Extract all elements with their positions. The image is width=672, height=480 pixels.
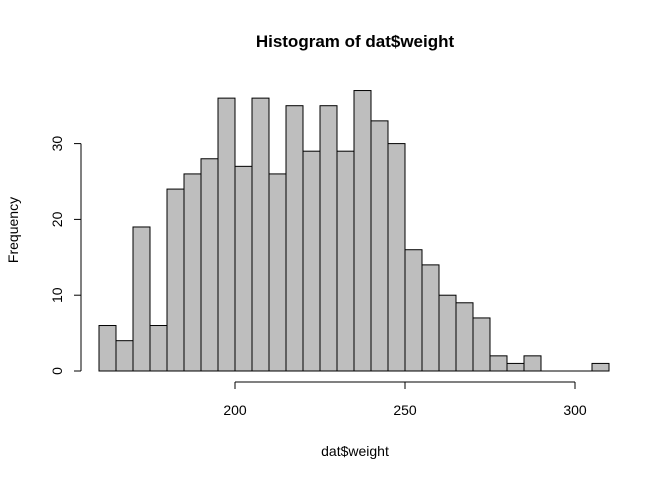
histogram-bar [234,165,253,372]
histogram-bar [98,325,117,372]
histogram-bar [336,150,355,372]
histogram-bar [455,302,474,372]
histogram-bar [166,188,185,372]
y-tick-label: 10 [49,287,65,303]
histogram-bar [319,105,338,372]
histogram-bar [370,120,389,372]
histogram-bar [302,150,321,372]
y-tick-label: 30 [49,136,65,152]
histogram-bar [591,362,610,372]
y-tick-label: 20 [49,211,65,227]
histogram-bar [183,173,202,372]
histogram-bars [98,90,610,372]
histogram-bar [217,97,236,372]
histogram-bar [285,105,304,372]
histogram-bar [251,97,270,372]
histogram-bar [115,340,134,372]
histogram-bar [132,226,151,372]
x-tick-label: 200 [223,402,247,418]
x-axis: 200 250 300 [223,381,587,418]
histogram-bar [200,158,219,372]
histogram-bar [489,355,508,372]
histogram-bar [438,294,457,372]
x-tick-label: 300 [563,402,587,418]
x-axis-label: dat$weight [321,443,389,459]
histogram-bar [421,264,440,372]
histogram-bar [404,249,423,372]
histogram-bar [353,90,372,372]
y-axis-label: Frequency [5,197,21,263]
histogram-bar [472,317,491,372]
histogram-bar [387,143,406,372]
histogram-bar [268,173,287,372]
histogram-bar [523,355,542,372]
chart-title: Histogram of dat$weight [256,32,455,51]
histogram-bar [506,362,525,372]
y-tick-label: 0 [49,367,65,375]
histogram-bar [149,325,168,372]
y-axis: 0 10 20 30 [49,136,82,375]
x-tick-label: 250 [393,402,417,418]
